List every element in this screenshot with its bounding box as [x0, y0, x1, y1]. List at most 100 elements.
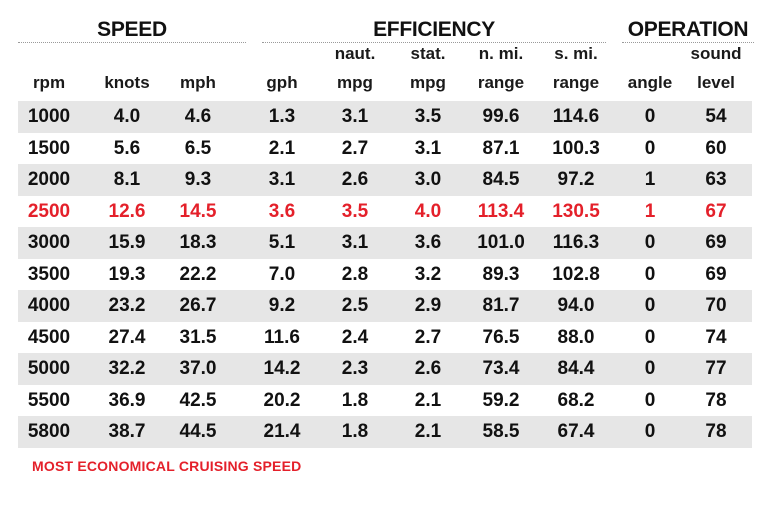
cell-mph: 37.0 — [179, 358, 217, 379]
cell-sound: 69 — [705, 263, 727, 285]
cell-sound: 78 — [705, 421, 727, 442]
cell-gph: 2.1 — [268, 137, 296, 159]
cell-s-range: 130.5 — [552, 200, 600, 222]
table-row: 4500 27.4 31.5 11.6 2.4 2.7 76.5 88.0 0 74 — [18, 322, 752, 354]
table-row: 5800 38.7 44.5 21.4 1.8 2.1 58.5 67.4 0 78 — [18, 416, 752, 448]
cell-n-range: 73.4 — [482, 358, 520, 379]
cell-mph: 6.5 — [184, 137, 212, 159]
cell-gph: 20.2 — [263, 389, 301, 411]
cell-naut-mpg: 1.8 — [341, 389, 369, 411]
cell-s-range: 88.0 — [557, 326, 595, 348]
group-title-speed: SPEED — [97, 18, 167, 41]
table-row: 2000 8.1 9.3 3.1 2.6 3.0 84.5 97.2 1 63 — [18, 164, 752, 196]
cell-sound: 69 — [705, 232, 727, 253]
cell-knots: 12.6 — [108, 200, 146, 222]
header-s-range-top: s. mi. — [554, 44, 598, 63]
footnote: MOST ECONOMICAL CRUISING SPEED — [32, 458, 302, 474]
cell-angle: 0 — [644, 263, 656, 285]
cell-s-range: 97.2 — [557, 169, 595, 190]
cell-s-range: 84.4 — [557, 358, 595, 379]
cell-knots: 19.3 — [108, 263, 146, 285]
cell-angle: 0 — [644, 137, 656, 159]
cell-mph: 26.7 — [179, 295, 217, 316]
cell-knots: 23.2 — [108, 295, 146, 316]
cell-gph: 5.1 — [268, 232, 296, 253]
group-divider-speed — [18, 42, 246, 43]
cell-sound: 74 — [705, 326, 727, 348]
cell-naut-mpg: 2.4 — [341, 326, 369, 348]
cell-s-range: 67.4 — [557, 421, 595, 442]
cell-angle: 0 — [644, 295, 656, 316]
cell-sound: 63 — [705, 169, 727, 190]
cell-mph: 42.5 — [179, 389, 217, 411]
cell-gph: 1.3 — [268, 106, 296, 127]
cell-s-range: 94.0 — [557, 295, 595, 316]
header-gph-bottom: gph — [266, 73, 298, 92]
cell-rpm: 2500 — [27, 200, 71, 222]
cell-s-range: 102.8 — [552, 263, 600, 285]
cell-gph: 7.0 — [268, 263, 296, 285]
cell-rpm: 1500 — [27, 137, 71, 159]
cell-gph: 21.4 — [263, 421, 301, 442]
cell-mph: 14.5 — [179, 200, 217, 222]
cell-n-range: 89.3 — [482, 263, 520, 285]
cell-s-range: 68.2 — [557, 389, 595, 411]
cell-rpm: 5000 — [27, 358, 71, 379]
cell-n-range: 87.1 — [482, 137, 520, 159]
header-s-range-bottom: range — [552, 73, 600, 92]
cell-knots: 38.7 — [108, 421, 146, 442]
table-row: 3500 19.3 22.2 7.0 2.8 3.2 89.3 102.8 0 69 — [18, 259, 752, 291]
table-row-highlighted: 2500 12.6 14.5 3.6 3.5 4.0 113.4 130.5 1 67 — [18, 196, 752, 228]
cell-naut-mpg: 2.5 — [341, 295, 369, 316]
cell-naut-mpg: 2.3 — [341, 358, 369, 379]
cell-n-range: 113.4 — [477, 200, 525, 222]
header-naut-mpg-bottom: mpg — [337, 73, 373, 92]
cell-knots: 27.4 — [108, 326, 146, 348]
cell-angle: 1 — [644, 200, 656, 222]
cell-naut-mpg: 2.8 — [341, 263, 369, 285]
cell-rpm: 1000 — [27, 106, 71, 127]
cell-naut-mpg: 3.1 — [341, 232, 369, 253]
group-title-efficiency: EFFICIENCY — [373, 18, 495, 41]
data-table: 1000 4.0 4.6 1.3 3.1 3.5 99.6 114.6 0 54 1500 5.6 6.… — [18, 101, 752, 448]
header-sound-top: sound — [690, 44, 742, 63]
header-rpm-bottom: rpm — [32, 73, 66, 92]
cell-stat-mpg: 3.6 — [414, 232, 442, 253]
header-mph-bottom: mph — [180, 73, 216, 92]
cell-gph: 14.2 — [263, 358, 301, 379]
cell-sound: 70 — [705, 295, 727, 316]
cell-n-range: 99.6 — [482, 106, 520, 127]
cell-mph: 22.2 — [179, 263, 217, 285]
header-knots-bottom: knots — [104, 73, 150, 92]
cell-angle: 0 — [644, 106, 656, 127]
cell-sound: 60 — [705, 137, 727, 159]
cell-stat-mpg: 2.1 — [414, 389, 442, 411]
table-row: 3000 15.9 18.3 5.1 3.1 3.6 101.0 116.3 0 69 — [18, 227, 752, 259]
header-sound-bottom: level — [697, 73, 735, 92]
cell-naut-mpg: 2.6 — [341, 169, 369, 190]
cell-naut-mpg: 3.5 — [341, 200, 369, 222]
cell-angle: 0 — [644, 421, 656, 442]
cell-sound: 77 — [705, 358, 727, 379]
cell-stat-mpg: 3.2 — [414, 263, 442, 285]
header-naut-mpg-top: naut. — [334, 44, 376, 63]
cell-mph: 18.3 — [179, 232, 217, 253]
cell-angle: 0 — [644, 389, 656, 411]
cell-n-range: 101.0 — [477, 232, 525, 253]
cell-stat-mpg: 2.1 — [414, 421, 442, 442]
cell-sound: 78 — [705, 389, 727, 411]
header-angle-bottom: angle — [627, 73, 673, 92]
table-row: 5000 32.2 37.0 14.2 2.3 2.6 73.4 84.4 0 77 — [18, 353, 752, 385]
group-title-operation: OPERATION — [627, 18, 749, 41]
cell-mph: 4.6 — [184, 106, 212, 127]
cell-angle: 0 — [644, 326, 656, 348]
group-divider-efficiency — [262, 42, 606, 43]
cell-angle: 0 — [644, 232, 656, 253]
cell-s-range: 100.3 — [552, 137, 600, 159]
header-n-range-top: n. mi. — [478, 44, 524, 63]
cell-s-range: 114.6 — [552, 106, 600, 127]
cell-knots: 36.9 — [108, 389, 146, 411]
table-row: 5500 36.9 42.5 20.2 1.8 2.1 59.2 68.2 0 78 — [18, 385, 752, 417]
cell-s-range: 116.3 — [552, 232, 600, 253]
table-row: 4000 23.2 26.7 9.2 2.5 2.9 81.7 94.0 0 70 — [18, 290, 752, 322]
